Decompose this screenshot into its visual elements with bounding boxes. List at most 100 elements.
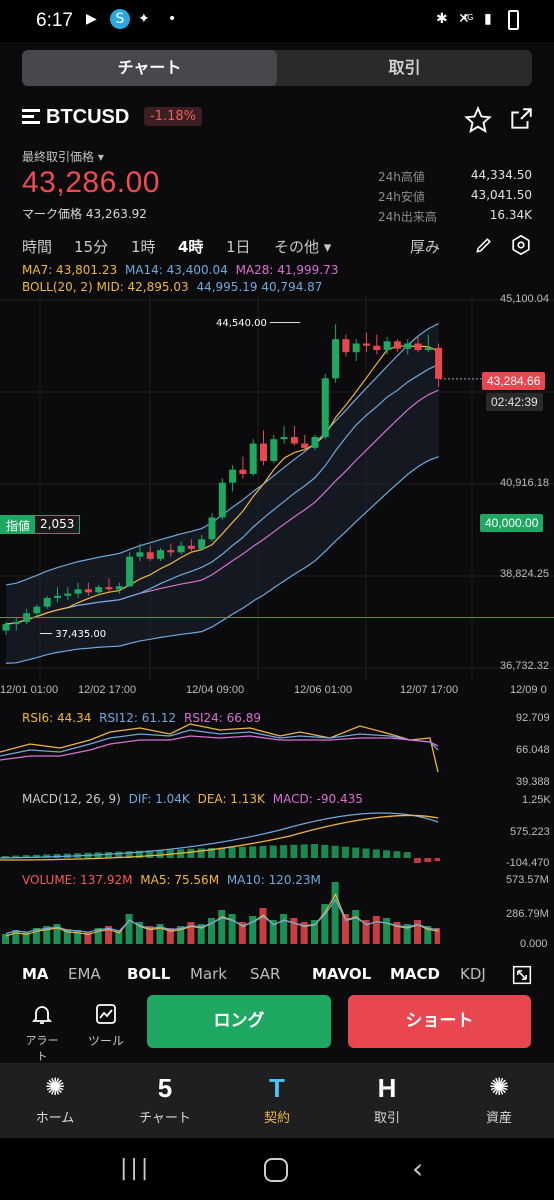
macd-bar	[156, 850, 164, 858]
stat-low-value: 43,041.50	[470, 188, 532, 202]
volume-bar	[84, 932, 92, 944]
ind-tab-sar[interactable]: SAR	[250, 965, 281, 983]
macd-bar	[300, 844, 308, 858]
nav-chart[interactable]: 5 チャート	[110, 1073, 220, 1126]
symbol-title[interactable]: BTCUSD	[46, 106, 130, 128]
ind-tab-kdj[interactable]: KDJ	[460, 965, 486, 983]
volume-bar	[74, 930, 82, 944]
macd-bar	[43, 854, 51, 858]
volume-bar	[311, 920, 318, 944]
macd-bar	[290, 844, 298, 858]
ind-tab-macd[interactable]: MACD	[390, 965, 440, 983]
volume-bar	[321, 904, 329, 944]
x-tick: 12/01 01:00	[0, 684, 59, 696]
ind-tab-ma[interactable]: MA	[22, 965, 49, 983]
limit-order-tag[interactable]: 指値 2,053	[0, 515, 81, 534]
short-button[interactable]: ショート	[348, 995, 531, 1048]
volume-bar	[414, 920, 421, 944]
share-icon[interactable]	[508, 106, 534, 136]
nav-home[interactable]: ✺ ホーム	[0, 1073, 110, 1126]
volume-bar	[135, 922, 143, 944]
network-label: 4G	[462, 13, 474, 22]
volume-bar	[12, 930, 20, 944]
menu-icon[interactable]	[22, 108, 42, 130]
volume-bar	[238, 922, 246, 944]
tf-15m[interactable]: 15分	[74, 238, 109, 256]
volume-bar	[43, 926, 51, 944]
volume-bar	[269, 920, 277, 944]
ind-tab-boll[interactable]: BOLL	[127, 965, 171, 983]
volume-bar	[228, 914, 236, 944]
macd-bar	[105, 852, 112, 858]
tf-more[interactable]: その他 ▾	[274, 238, 332, 256]
bell-icon	[31, 1006, 53, 1024]
volume-bar	[32, 928, 40, 944]
candle	[43, 597, 51, 607]
candlestick-chart[interactable]	[0, 296, 554, 680]
signal-icon: ▮	[484, 11, 492, 27]
candle	[95, 587, 103, 593]
tools-label: ツール	[87, 1034, 124, 1048]
last-price-label[interactable]: 最終取引価格 ▾	[22, 150, 104, 164]
nav-contract-label: 契約	[263, 1111, 290, 1126]
recents-icon[interactable]: |||	[120, 1156, 152, 1181]
tf-1d[interactable]: 1日	[226, 238, 251, 256]
macd-bar	[372, 849, 380, 858]
alert-button[interactable]: アラート	[22, 1002, 62, 1064]
volume-bar	[352, 910, 360, 944]
volume-bar	[115, 930, 123, 944]
discord-icon: ✦	[138, 11, 150, 27]
low-marker: ── 37,435.00	[40, 629, 107, 640]
boll-lower-line	[5, 456, 439, 664]
depth-button[interactable]: 厚み	[410, 238, 441, 256]
tab-trade[interactable]: 取引	[388, 58, 421, 77]
macd-bar	[362, 848, 370, 858]
status-bar: 6:17 ▶ S ✦ • ✱ ✕ 4G ▮	[0, 0, 554, 42]
volume-bar	[249, 916, 257, 944]
ind-tab-mavol[interactable]: MAVOL	[312, 965, 372, 983]
volume-bar	[53, 924, 61, 944]
candle	[301, 443, 309, 448]
candle	[270, 439, 278, 461]
t-icon: T	[269, 1073, 285, 1103]
candle	[424, 347, 432, 351]
settings-icon[interactable]	[510, 234, 532, 260]
youtube-icon: ▶	[86, 11, 97, 27]
home-icon[interactable]	[264, 1158, 288, 1182]
volume-bar	[63, 929, 71, 944]
candle	[290, 437, 298, 444]
candle	[157, 550, 164, 559]
ind-tab-mark[interactable]: Mark	[190, 965, 227, 983]
long-button[interactable]: ロング	[147, 995, 331, 1048]
tf-1h[interactable]: 1時	[131, 238, 156, 256]
y-tick: 45,100.04	[500, 293, 549, 305]
sparkle-icon: ✺	[488, 1073, 510, 1101]
x-tick: 12/04 09:00	[186, 684, 245, 696]
stat-high-label: 24h高値	[378, 170, 425, 184]
macd-bar	[352, 847, 360, 858]
back-icon[interactable]: ‹	[412, 1152, 424, 1185]
macd-bar	[321, 844, 329, 858]
main-tabs: チャート 取引	[22, 50, 532, 86]
candle	[363, 343, 370, 346]
candle	[136, 552, 144, 557]
tf-time[interactable]: 時間	[22, 238, 53, 256]
nav-contract[interactable]: T 契約	[222, 1073, 332, 1126]
tab-chart[interactable]: チャート	[22, 50, 277, 86]
macd-bar	[434, 858, 440, 862]
candle	[146, 552, 154, 559]
candle	[64, 593, 72, 596]
pen-icon[interactable]	[474, 235, 494, 259]
candle	[208, 517, 216, 540]
tf-4h[interactable]: 4時	[178, 238, 204, 256]
boll-legend: BOLL(20, 2) MID: 42,895.03 44,995.19 40,…	[22, 280, 323, 294]
nav-trade[interactable]: H 取引	[332, 1073, 442, 1126]
tools-button[interactable]: ツール	[86, 1002, 126, 1049]
volume-bar	[94, 928, 102, 944]
star-icon[interactable]	[464, 105, 492, 138]
countdown-tag: 02:42:39	[486, 393, 543, 411]
expand-icon[interactable]	[512, 965, 532, 989]
ind-tab-ema[interactable]: EMA	[68, 965, 101, 983]
nav-assets[interactable]: ✺ 資産	[444, 1073, 554, 1126]
stat-high-value: 44,334.50	[470, 168, 532, 182]
